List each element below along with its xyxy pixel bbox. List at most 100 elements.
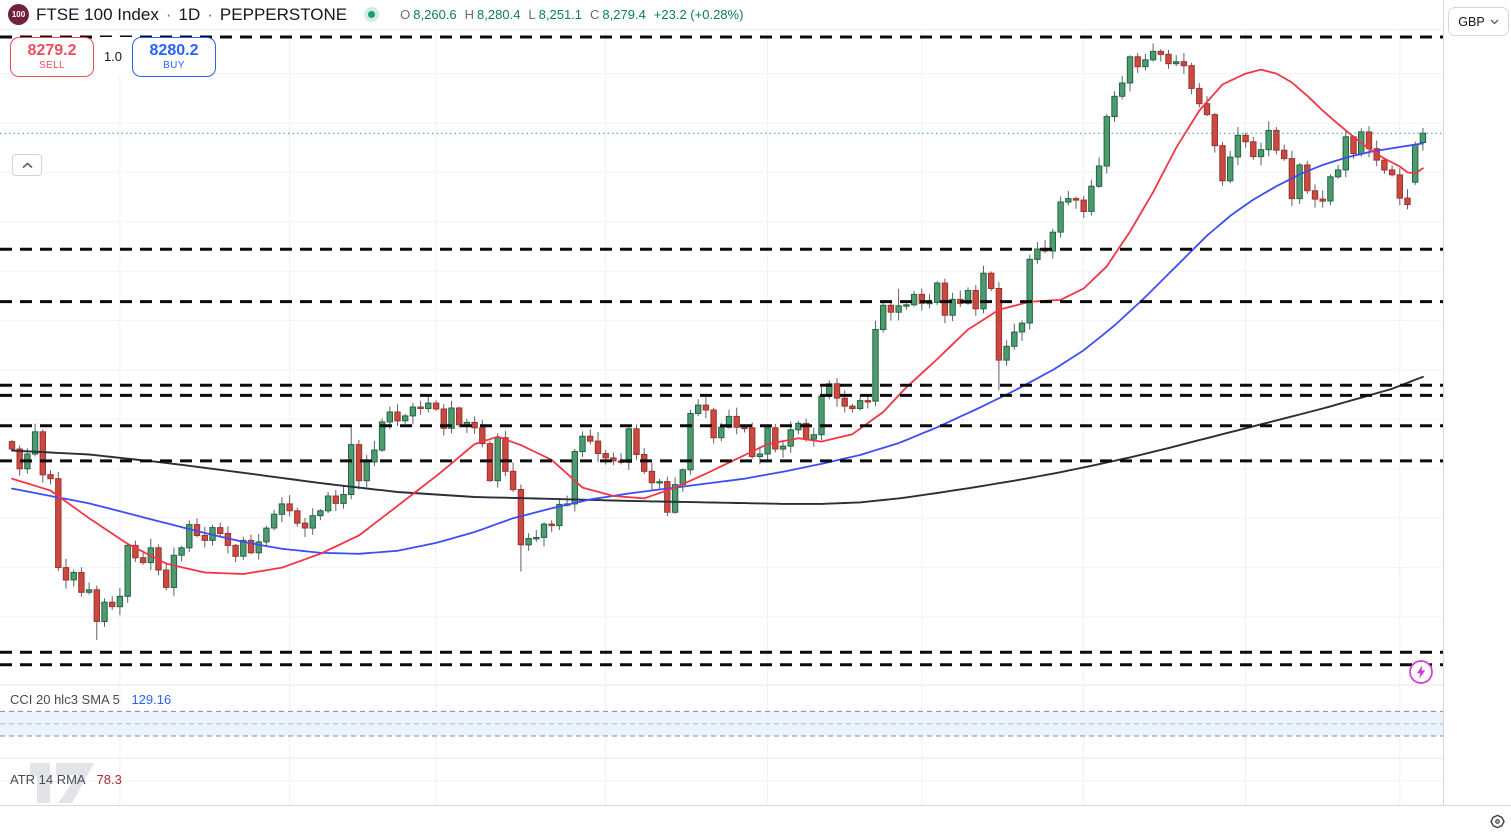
settings-gear-icon[interactable]: [1488, 812, 1507, 831]
candle[interactable]: [1334, 169, 1342, 178]
candle[interactable]: [286, 503, 293, 512]
candle[interactable]: [402, 415, 409, 422]
candle[interactable]: [55, 478, 62, 569]
candle[interactable]: [1296, 164, 1303, 200]
candle[interactable]: [301, 522, 309, 529]
candle[interactable]: [1026, 258, 1033, 324]
candle[interactable]: [509, 470, 517, 491]
candle[interactable]: [787, 429, 794, 447]
candle[interactable]: [741, 426, 748, 430]
time-axis[interactable]: [0, 805, 1511, 836]
candle[interactable]: [849, 405, 856, 410]
candle[interactable]: [1057, 201, 1064, 233]
candle[interactable]: [1396, 174, 1403, 199]
candle[interactable]: [1065, 198, 1072, 203]
sell-button[interactable]: 8279.2 SELL: [10, 37, 94, 77]
candle[interactable]: [371, 449, 378, 463]
candle[interactable]: [1250, 141, 1257, 158]
candle[interactable]: [756, 453, 764, 457]
candle[interactable]: [988, 272, 995, 290]
candle[interactable]: [16, 448, 23, 470]
candle[interactable]: [1049, 231, 1056, 252]
sma-50-line[interactable]: [11, 142, 1424, 555]
candle[interactable]: [294, 510, 301, 524]
candle[interactable]: [124, 544, 131, 597]
candle[interactable]: [1173, 61, 1180, 65]
candle[interactable]: [841, 397, 848, 407]
candle[interactable]: [1419, 132, 1427, 143]
candle[interactable]: [217, 527, 224, 534]
candle[interactable]: [1319, 198, 1326, 202]
candle[interactable]: [1281, 149, 1288, 160]
candle[interactable]: [1165, 53, 1172, 65]
candle[interactable]: [1388, 169, 1396, 176]
candle[interactable]: [964, 290, 972, 304]
candle[interactable]: [332, 495, 340, 504]
candle[interactable]: [633, 428, 640, 455]
candle[interactable]: [1134, 56, 1141, 68]
candle[interactable]: [348, 444, 355, 496]
candle[interactable]: [602, 453, 609, 459]
candle[interactable]: [132, 544, 139, 559]
candle[interactable]: [340, 494, 347, 504]
candle[interactable]: [394, 411, 401, 422]
candle[interactable]: [1018, 322, 1026, 333]
buy-button[interactable]: 8280.2 BUY: [132, 37, 216, 77]
currency-selector[interactable]: GBP: [1448, 7, 1509, 36]
candle[interactable]: [995, 288, 1003, 361]
candle[interactable]: [749, 427, 756, 457]
candle[interactable]: [671, 484, 679, 513]
symbol-name[interactable]: FTSE 100 Index: [36, 4, 159, 24]
candle[interactable]: [31, 431, 39, 455]
candle[interactable]: [1234, 134, 1242, 158]
candle[interactable]: [78, 572, 85, 593]
candle[interactable]: [1273, 129, 1280, 151]
candle[interactable]: [255, 541, 262, 554]
candle[interactable]: [918, 293, 925, 304]
candle[interactable]: [270, 513, 278, 529]
candle[interactable]: [1003, 345, 1010, 361]
candle[interactable]: [664, 481, 671, 513]
candle[interactable]: [240, 539, 247, 557]
candle[interactable]: [1111, 95, 1118, 118]
candle[interactable]: [178, 547, 185, 556]
atr-legend[interactable]: ATR 14 RMA 78.3: [10, 772, 122, 787]
candle[interactable]: [1381, 159, 1388, 171]
market-status-icon[interactable]: [364, 7, 380, 22]
candle[interactable]: [440, 408, 448, 429]
candle[interactable]: [548, 523, 555, 527]
candle[interactable]: [317, 510, 324, 517]
candle[interactable]: [139, 557, 147, 564]
collapse-legend-button[interactable]: [12, 154, 42, 176]
candle[interactable]: [556, 503, 563, 527]
candle[interactable]: [456, 407, 463, 426]
candle[interactable]: [525, 538, 532, 546]
candle[interactable]: [872, 329, 879, 402]
candle[interactable]: [1412, 144, 1419, 183]
candle[interactable]: [972, 290, 979, 310]
candle[interactable]: [502, 437, 509, 472]
candle[interactable]: [656, 481, 663, 484]
candle[interactable]: [1103, 116, 1110, 167]
candle[interactable]: [170, 554, 178, 588]
candle[interactable]: [201, 535, 209, 541]
candle[interactable]: [818, 395, 825, 436]
candle[interactable]: [895, 305, 902, 313]
candle[interactable]: [941, 282, 949, 316]
candle[interactable]: [1095, 165, 1103, 187]
candle[interactable]: [1211, 114, 1218, 147]
candle[interactable]: [39, 431, 46, 476]
candle[interactable]: [163, 569, 170, 588]
cci-legend[interactable]: CCI 20 hlc3 SMA 5 129.16: [10, 692, 171, 707]
candle[interactable]: [479, 427, 486, 445]
candle[interactable]: [93, 589, 100, 622]
price-scale[interactable]: GBP: [1443, 0, 1511, 805]
sma-200-line[interactable]: [11, 375, 1424, 505]
candle[interactable]: [764, 427, 771, 455]
candle[interactable]: [533, 537, 540, 540]
candle[interactable]: [355, 444, 363, 482]
candle[interactable]: [625, 428, 632, 463]
candle[interactable]: [1342, 136, 1349, 171]
candle[interactable]: [1327, 176, 1334, 202]
candle[interactable]: [710, 409, 717, 439]
